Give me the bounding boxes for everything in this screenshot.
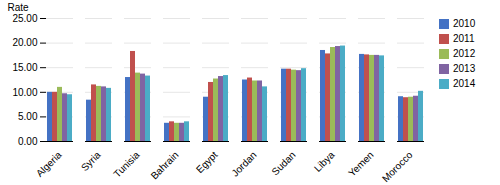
svg-text:Sudan: Sudan — [269, 149, 297, 177]
svg-text:Morocco: Morocco — [380, 149, 415, 183]
svg-text:25.00: 25.00 — [12, 13, 37, 24]
svg-text:Libya: Libya — [312, 149, 337, 174]
svg-text:Tunisia: Tunisia — [111, 149, 142, 180]
svg-text:0.00: 0.00 — [18, 136, 38, 147]
html-text:2010: 2010 — [453, 18, 476, 29]
html-text:2011: 2011 — [453, 33, 475, 44]
svg-text:5.00: 5.00 — [18, 111, 38, 122]
svg-text:Bahrain: Bahrain — [149, 149, 181, 181]
svg-text:Syria: Syria — [79, 149, 103, 173]
svg-text:Algeria: Algeria — [34, 149, 64, 179]
html-text:2014: 2014 — [453, 78, 476, 89]
html-text:2013: 2013 — [453, 63, 476, 74]
svg-text:20.00: 20.00 — [12, 37, 37, 48]
svg-text:Yemen: Yemen — [346, 149, 376, 179]
svg-text:Egypt: Egypt — [194, 149, 220, 175]
svg-text:10.00: 10.00 — [12, 87, 37, 98]
svg-text:15.00: 15.00 — [12, 62, 37, 73]
html-text:2012: 2012 — [453, 48, 476, 59]
svg-text:Jordan: Jordan — [229, 149, 258, 178]
svg-text:Rate: Rate — [8, 2, 30, 13]
